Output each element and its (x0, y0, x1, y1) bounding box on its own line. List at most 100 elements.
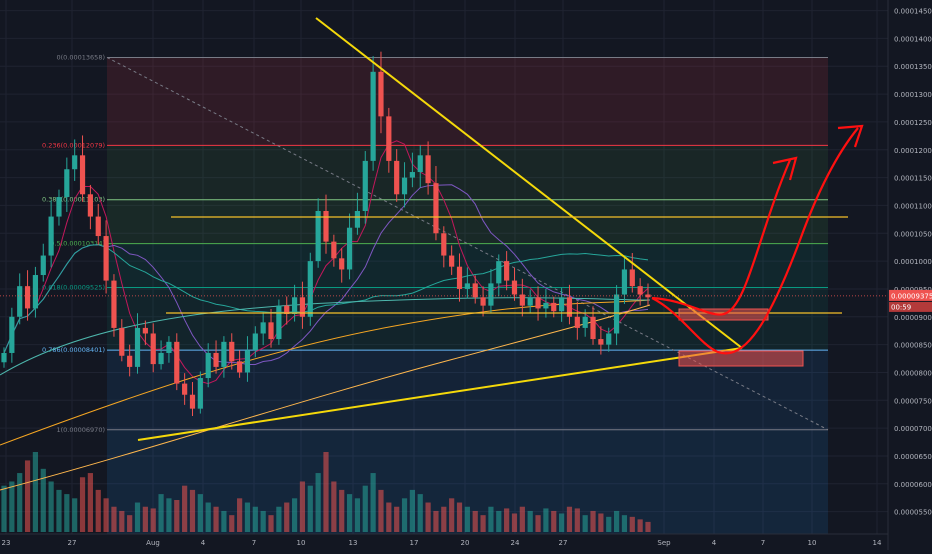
fib-level-label: 0.786(0.00008401) (42, 346, 105, 354)
candle-body (72, 155, 78, 170)
volume-bar (543, 508, 549, 532)
candle-body (394, 160, 400, 195)
candle-body (574, 316, 580, 328)
volume-bar (32, 452, 39, 532)
candle-body (307, 261, 313, 317)
candle-body (40, 255, 46, 276)
projection-arrowhead-lower (837, 124, 864, 148)
fib-level-label: 0.618(0.00009525) (42, 284, 105, 292)
volume-bar (213, 506, 219, 532)
time-tick-label: Aug (146, 539, 160, 547)
candle-body (527, 297, 533, 306)
fib-zone (107, 145, 828, 200)
candle-body (480, 297, 486, 306)
projection-path-upper[interactable] (651, 159, 792, 316)
fibonacci-retracement[interactable]: 0(0.00013658) 0.236(0.00012079) 0.382(0.00… (42, 53, 829, 534)
volume-bar (346, 494, 353, 532)
current-price-tag (889, 289, 932, 301)
time-tick-label: 23 (2, 539, 11, 547)
volume-bar (64, 494, 70, 532)
candle-body (629, 269, 635, 287)
volume-bar (613, 510, 620, 532)
volume-bar (9, 481, 15, 532)
candle-body (551, 302, 557, 312)
descending-trendline[interactable] (315, 17, 743, 349)
volume-bar (425, 502, 431, 532)
candle-body (276, 305, 282, 340)
volume-bar (95, 489, 101, 532)
ascending-trendline[interactable] (137, 347, 743, 441)
projection-path-lower[interactable] (651, 127, 859, 355)
volume-bar (40, 468, 46, 532)
candle-body (323, 211, 329, 242)
candle-body (213, 352, 219, 367)
volume-bar (134, 502, 141, 532)
countdown-label: 00:59 (891, 303, 911, 311)
time-tick-label: 7 (761, 539, 765, 547)
volume-bar (24, 460, 31, 532)
volume-bar (606, 516, 612, 532)
volume-bar (291, 498, 298, 532)
volume-bar (119, 510, 125, 532)
volume-bar (17, 473, 23, 532)
volume-bar (158, 494, 164, 532)
volume-bar (559, 513, 565, 532)
candle-body (519, 294, 525, 306)
ma-very-slow-line (0, 304, 651, 491)
time-tick-label: 27 (68, 539, 77, 547)
candle-body (166, 341, 172, 353)
candle-body (582, 316, 588, 328)
ma-slow-line (0, 299, 651, 446)
volume-bar (629, 516, 635, 532)
volume-bar (252, 506, 258, 532)
ma-long-line (3, 244, 649, 354)
volume-bar (205, 502, 211, 532)
candle-body (370, 71, 376, 161)
volume-bar (197, 494, 203, 532)
candle-body (95, 216, 101, 237)
volume-bar (511, 513, 518, 532)
candle-body (291, 297, 298, 314)
volume-bar (307, 485, 313, 532)
time-tick-label: 24 (511, 539, 520, 547)
time-tick-label: Sep (657, 539, 671, 547)
candle-body (229, 341, 235, 362)
volume-bar (566, 506, 573, 532)
time-tick-label: 4 (201, 539, 206, 547)
volume-bar (535, 515, 541, 532)
volume-bar (56, 489, 62, 532)
candle-body (621, 269, 628, 295)
current-price-label: 0.00009375 (891, 292, 932, 300)
volume-bar (166, 498, 172, 532)
volume-bar (582, 515, 588, 532)
volume-bar (370, 473, 376, 532)
volume-bar (103, 498, 109, 532)
candle-body (346, 227, 353, 270)
candle-body (182, 383, 188, 395)
volume-bar (79, 477, 86, 532)
target-box-lower[interactable] (678, 350, 804, 367)
time-tick-label: 7 (252, 539, 256, 547)
volume-bar (464, 506, 470, 532)
volume-bar (72, 498, 78, 532)
drawings[interactable] (137, 17, 864, 441)
candle-body (566, 297, 573, 317)
candle-body (142, 327, 148, 334)
fib-level-label: 1(0.00006970) (57, 426, 106, 434)
volume-bar (456, 502, 463, 532)
fib-level-label: 0.382(0.00011103) (42, 196, 105, 204)
fib-level-label: 0.5(0.00010314) (50, 240, 105, 248)
volume-bar (1, 485, 7, 532)
candle-body (362, 160, 368, 211)
candle-body (268, 322, 274, 340)
volume-bar (551, 510, 557, 532)
